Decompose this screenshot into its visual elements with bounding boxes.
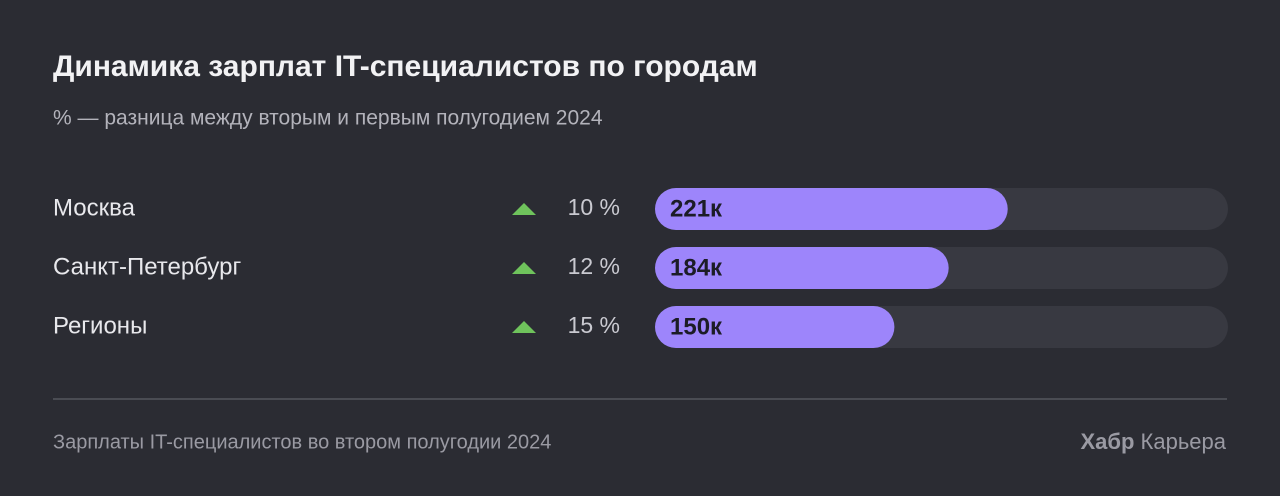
bar bbox=[655, 306, 895, 348]
change-label: 10 % bbox=[568, 194, 620, 220]
up-arrow bbox=[512, 262, 536, 274]
brand-suffix: Карьера bbox=[1141, 429, 1227, 454]
chart-subtitle: % — разница между вторым и первым полуго… bbox=[53, 107, 603, 130]
chart-title: Динамика зарплат IT-специалистов по горо… bbox=[53, 50, 758, 83]
category-label: Санкт-Петербург bbox=[53, 253, 241, 280]
brand: Хабр Карьера bbox=[1080, 429, 1226, 454]
up-arrow bbox=[512, 203, 536, 215]
up-arrow bbox=[512, 321, 536, 333]
footer-caption: Зарплаты IT-специалистов во втором полуг… bbox=[53, 431, 551, 453]
bar bbox=[655, 247, 949, 289]
value-label: 150к bbox=[670, 313, 723, 340]
category-label: Регионы bbox=[53, 312, 147, 339]
value-label: 221к bbox=[670, 195, 723, 222]
bar bbox=[655, 188, 1008, 230]
change-label: 12 % bbox=[568, 253, 620, 279]
category-label: Москва bbox=[53, 194, 136, 221]
change-label: 15 % bbox=[568, 312, 620, 338]
brand-name: Хабр bbox=[1080, 429, 1134, 454]
value-label: 184к bbox=[670, 254, 723, 281]
